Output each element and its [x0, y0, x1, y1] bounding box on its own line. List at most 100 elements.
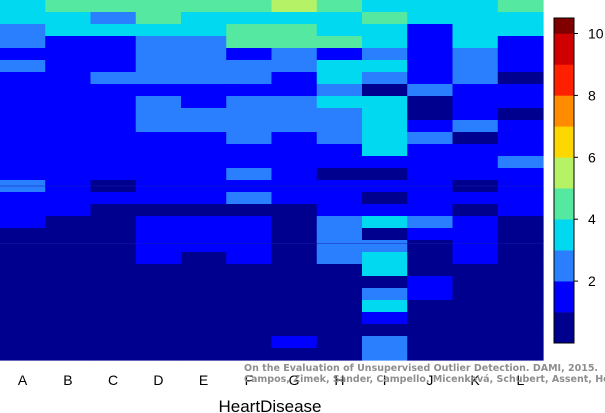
heatmap-cell — [226, 240, 273, 253]
heatmap-cell — [45, 156, 92, 169]
heatmap-cell — [181, 228, 227, 241]
heatmap-cell — [497, 144, 544, 157]
heatmap-cell — [0, 336, 46, 349]
heatmap-cell — [181, 84, 227, 97]
heatmap-cell — [407, 84, 454, 97]
colorbar-segment — [554, 312, 574, 344]
heatmap-cell — [90, 120, 137, 133]
heatmap-cell — [226, 132, 273, 145]
heatmap-cell — [181, 120, 227, 133]
heatmap-cell — [0, 300, 46, 313]
heatmap-cell — [45, 336, 92, 349]
heatmap-cell — [316, 72, 363, 85]
heatmap-cell — [45, 228, 92, 241]
heatmap-cell — [0, 96, 46, 109]
heatmap-cell — [181, 96, 227, 109]
credit-line-2: Campos, Zimek, Sander, Campello, Micenko… — [244, 374, 605, 385]
heatmap-cell — [181, 36, 227, 49]
heatmap-cell — [362, 288, 408, 301]
heatmap-cell — [452, 216, 499, 229]
heatmap-cell — [135, 324, 182, 337]
heatmap-cell — [407, 324, 454, 337]
heatmap-cell — [181, 348, 227, 361]
heatmap-cell — [362, 108, 408, 121]
heatmap-cell — [271, 264, 318, 277]
heatmap-cell — [45, 312, 92, 325]
x-tick-label: L — [517, 372, 525, 388]
colorbar-segment — [554, 126, 574, 158]
heatmap-cell — [135, 276, 182, 289]
colorbar-segment — [554, 18, 574, 34]
heatmap-cell — [45, 204, 92, 217]
heatmap-cell — [0, 0, 46, 13]
heatmap-cell — [226, 216, 273, 229]
heatmap-cell — [452, 0, 499, 13]
heatmap-cell — [0, 240, 46, 253]
heatmap-cell — [181, 264, 227, 277]
heatmap-cell — [181, 72, 227, 85]
heatmap-cell — [90, 240, 137, 253]
heatmap-cell — [226, 192, 273, 205]
heatmap-cell — [181, 204, 227, 217]
heatmap-cell — [90, 228, 137, 241]
heatmap-cell — [452, 252, 499, 265]
heatmap-cell — [316, 96, 363, 109]
heatmap-cell — [135, 84, 182, 97]
x-tick-label: B — [63, 372, 72, 388]
heatmap-cell — [316, 240, 363, 253]
heatmap-cell — [452, 192, 499, 205]
heatmap-cell — [497, 120, 544, 133]
heatmap-cell — [497, 264, 544, 277]
heatmap-cell — [362, 72, 408, 85]
heatmap-cell — [271, 336, 318, 349]
heatmap-cell — [226, 312, 273, 325]
heatmap-cell — [407, 216, 454, 229]
heatmap-cell — [226, 336, 273, 349]
colorbar-frame — [553, 17, 575, 344]
heatmap-cell — [362, 84, 408, 97]
heatmap-cell — [181, 300, 227, 313]
heatmap-cell — [135, 0, 182, 13]
heatmap-cell — [135, 288, 182, 301]
heatmap-cell — [362, 60, 408, 73]
heatmap-cell — [271, 240, 318, 253]
heatmap-cell — [226, 348, 273, 361]
heatmap-cell — [226, 144, 273, 157]
heatmap-cell — [0, 264, 46, 277]
heatmap-cell — [0, 60, 46, 73]
x-axis-title: HeartDisease — [219, 397, 322, 413]
heatmap-cell — [362, 0, 408, 13]
heatmap-cell — [271, 120, 318, 133]
heatmap-cell — [135, 24, 182, 37]
heatmap-cell — [90, 60, 137, 73]
heatmap-cell — [362, 144, 408, 157]
heatmap-cell — [316, 348, 363, 361]
heatmap-cell — [316, 228, 363, 241]
heatmap-cell — [181, 192, 227, 205]
heatmap-cell — [362, 168, 408, 181]
heatmap-cell — [452, 156, 499, 169]
heatmap-cell — [181, 24, 227, 37]
heatmap-cell — [181, 60, 227, 73]
heatmap-cell — [90, 144, 137, 157]
x-tick-label: A — [18, 372, 28, 388]
heatmap-cell — [316, 12, 363, 25]
heatmap-cell — [45, 84, 92, 97]
heatmap-cell — [316, 36, 363, 49]
heatmap-cell — [316, 168, 363, 181]
heatmap-cell — [45, 0, 92, 13]
heatmap-cell — [407, 336, 454, 349]
colorbar-segment — [554, 219, 574, 251]
heatmap-cell — [407, 24, 454, 37]
colorbar-tick-label: 2 — [588, 273, 596, 289]
heatmap-cell — [316, 24, 363, 37]
heatmap-cell — [135, 144, 182, 157]
heatmap-cell — [0, 276, 46, 289]
heatmap-cell — [181, 168, 227, 181]
heatmap-cell — [452, 312, 499, 325]
heatmap-cell — [407, 12, 454, 25]
heatmap-cell — [497, 132, 544, 145]
heatmap-cell — [271, 48, 318, 61]
heatmap-cell — [181, 12, 227, 25]
heatmap-cell — [90, 168, 137, 181]
